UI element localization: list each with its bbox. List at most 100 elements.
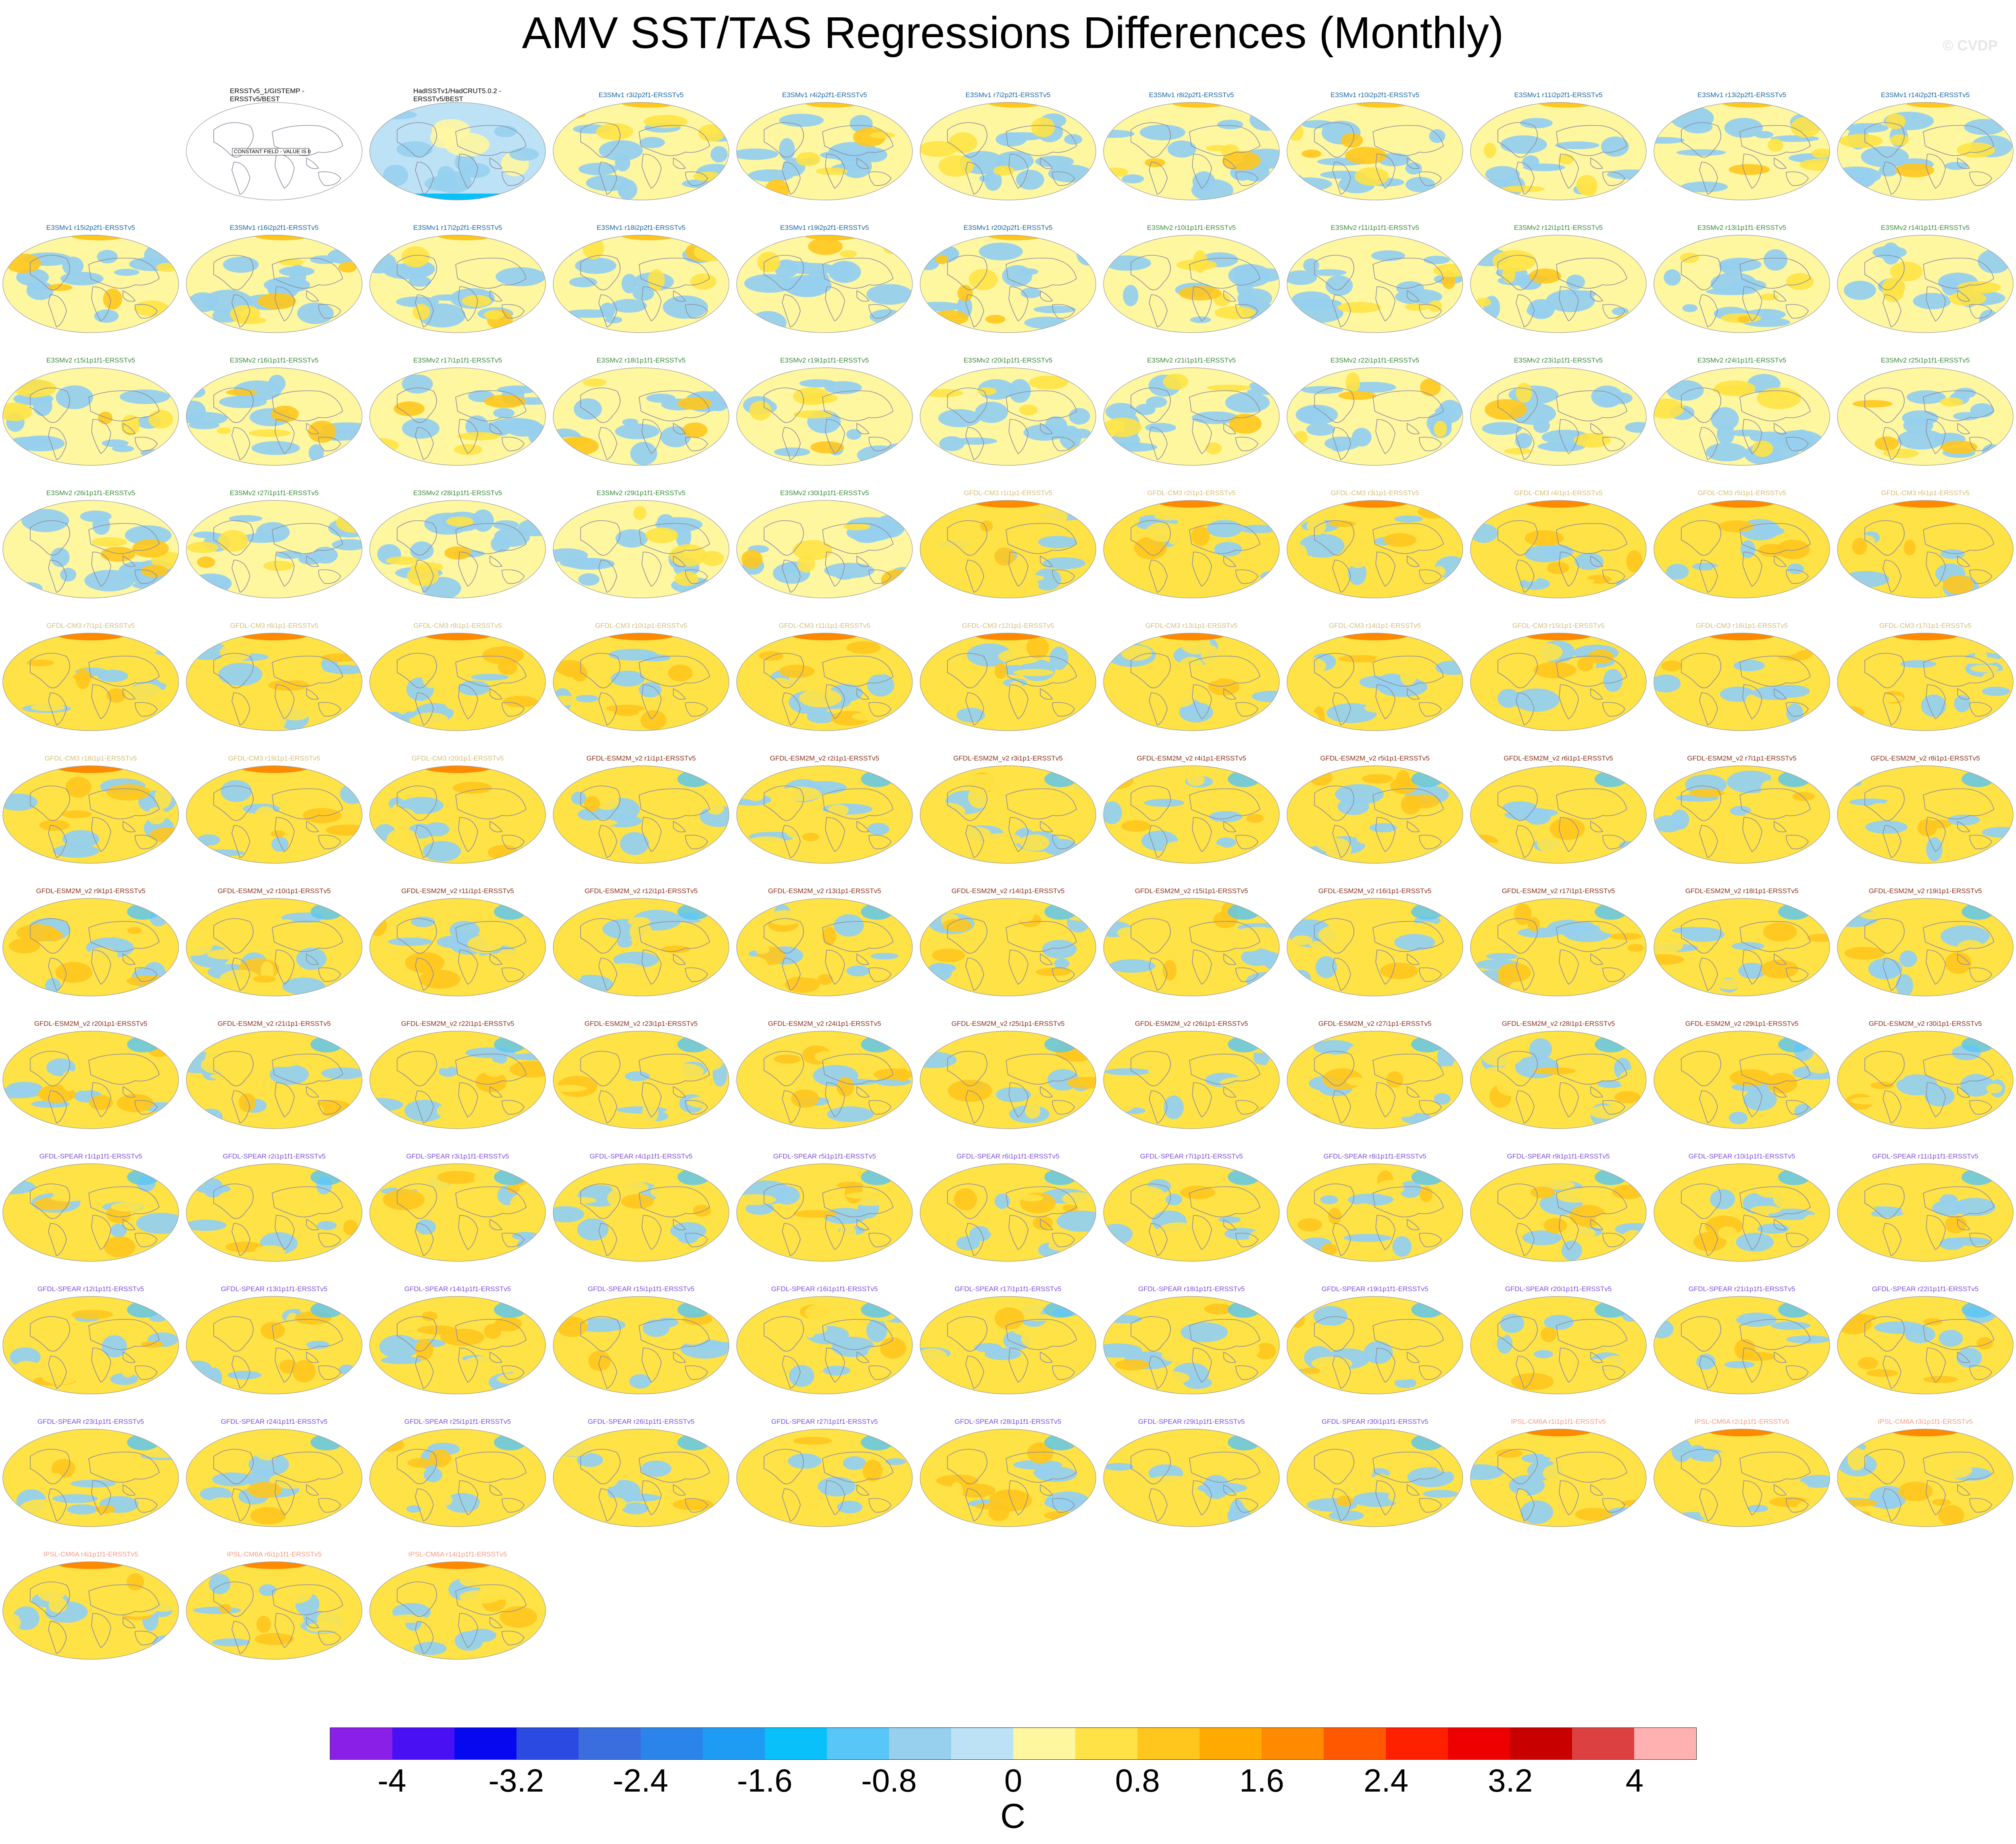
- map-plot: [2, 1429, 179, 1527]
- panel-title: E3SMv2 r22i1p1f1-ERSSTv5: [1330, 356, 1420, 364]
- panel-title: GFDL-ESM2M_v2 r3i1p1-ERSSTv5: [953, 754, 1063, 762]
- panel-title: GFDL-SPEAR r16i1p1f1-ERSSTv5: [771, 1285, 878, 1293]
- map-plot: [553, 102, 729, 200]
- map-plot: [186, 235, 362, 333]
- map-panel: E3SMv2 r18i1p1f1-ERSSTv5: [552, 356, 730, 470]
- panel-title: E3SMv2 r30i1p1f1-ERSSTv5: [780, 489, 869, 497]
- map-plot: [369, 1429, 546, 1527]
- panel-title: GFDL-SPEAR r17i1p1f1-ERSSTv5: [954, 1285, 1062, 1293]
- panel-title: GFDL-ESM2M_v2 r26i1p1-ERSSTv5: [1135, 1020, 1248, 1027]
- map-panel: GFDL-SPEAR r23i1p1f1-ERSSTv5: [2, 1418, 179, 1531]
- map-panel: GFDL-ESM2M_v2 r5i1p1-ERSSTv5: [1286, 754, 1464, 868]
- panel-title: E3SMv1 r11i2p2f1-ERSSTv5: [1514, 91, 1603, 99]
- map-plot: [369, 1163, 546, 1262]
- panel-title: GFDL-ESM2M_v2 r17i1p1-ERSSTv5: [1502, 887, 1615, 895]
- map-panel: GFDL-ESM2M_v2 r9i1p1-ERSSTv5: [2, 887, 179, 1000]
- map-panel: E3SMv1 r14i2p2f1-ERSSTv5: [1837, 91, 2014, 204]
- map-panel: E3SMv2 r25i1p1f1-ERSSTv5: [1837, 356, 2014, 470]
- panel-title: GFDL-SPEAR r9i1p1f1-ERSSTv5: [1507, 1152, 1610, 1160]
- map-plot: [1837, 1031, 2014, 1129]
- map-panel: GFDL-ESM2M_v2 r14i1p1-ERSSTv5: [919, 887, 1097, 1000]
- panel-title: GFDL-CM3 r5i1p1-ERSSTv5: [1697, 489, 1786, 497]
- map-panel: GFDL-SPEAR r28i1p1f1-ERSSTv5: [919, 1418, 1097, 1531]
- panel-title: GFDL-ESM2M_v2 r2i1p1-ERSSTv5: [770, 754, 879, 762]
- colorbar-swatch: [1572, 1728, 1634, 1759]
- map-panel: GFDL-ESM2M_v2 r2i1p1-ERSSTv5: [736, 754, 913, 868]
- map-plot: [369, 235, 546, 333]
- map-plot: [1470, 1429, 1647, 1527]
- panel-title: GFDL-CM3 r7i1p1-ERSSTv5: [46, 622, 135, 629]
- map-plot: [920, 765, 1096, 864]
- panel-title: GFDL-ESM2M_v2 r29i1p1-ERSSTv5: [1685, 1020, 1799, 1027]
- map-plot: [736, 765, 913, 864]
- map-plot: [2, 367, 179, 466]
- map-plot: [1103, 1296, 1280, 1394]
- map-panel: E3SMv2 r20i1p1f1-ERSSTv5: [919, 356, 1097, 470]
- map-panel: GFDL-SPEAR r4i1p1f1-ERSSTv5: [552, 1152, 730, 1266]
- panel-title: GFDL-SPEAR r1i1p1f1-ERSSTv5: [39, 1152, 142, 1160]
- panel-title: E3SMv2 r15i1p1f1-ERSSTv5: [46, 356, 135, 364]
- map-panel: GFDL-ESM2M_v2 r23i1p1-ERSSTv5: [552, 1020, 730, 1133]
- map-panel: GFDL-ESM2M_v2 r21i1p1-ERSSTv5: [185, 1020, 363, 1133]
- map-plot: [186, 367, 362, 466]
- panel-title: ERSSTv5_1/GISTEMP - ERSSTv5/BEST: [230, 87, 304, 103]
- map-panel: E3SMv2 r22i1p1f1-ERSSTv5: [1286, 356, 1464, 470]
- colorbar-swatch: [1634, 1728, 1696, 1759]
- map-panel: E3SMv2 r23i1p1f1-ERSSTv5: [1470, 356, 1647, 470]
- colorbar-swatch: [516, 1728, 579, 1759]
- map-panel: E3SMv2 r16i1p1f1-ERSSTv5: [185, 356, 363, 470]
- map-panel: GFDL-SPEAR r29i1p1f1-ERSSTv5: [1103, 1418, 1280, 1531]
- map-plot: [553, 367, 729, 466]
- map-plot: [186, 1429, 362, 1527]
- map-plot: [2, 1296, 179, 1394]
- map-plot: [736, 1296, 913, 1394]
- map-plot: [2, 633, 179, 731]
- colorbar-swatch: [1262, 1728, 1324, 1759]
- panel-title: IPSL-CM6A r2i1p1f1-ERSSTv5: [1694, 1418, 1789, 1425]
- panel-title: GFDL-ESM2M_v2 r15i1p1-ERSSTv5: [1135, 887, 1248, 895]
- map-panel: GFDL-SPEAR r18i1p1f1-ERSSTv5: [1103, 1285, 1280, 1398]
- map-plot: [736, 633, 913, 731]
- map-panel: E3SMv1 r20i2p2f1-ERSSTv5: [919, 224, 1097, 337]
- colorbar-swatch: [1324, 1728, 1386, 1759]
- map-panel: GFDL-ESM2M_v2 r17i1p1-ERSSTv5: [1470, 887, 1647, 1000]
- map-plot: [1287, 1031, 1463, 1129]
- map-plot: [369, 500, 546, 598]
- panel-title: GFDL-CM3 r8i1p1-ERSSTv5: [230, 622, 319, 629]
- map-panel: GFDL-ESM2M_v2 r10i1p1-ERSSTv5: [185, 887, 363, 1000]
- map-panel: GFDL-CM3 r16i1p1-ERSSTv5: [1653, 622, 1831, 735]
- map-plot: [553, 1429, 729, 1527]
- map-panel: GFDL-SPEAR r24i1p1f1-ERSSTv5: [185, 1418, 363, 1531]
- map-plot: [1287, 1163, 1463, 1262]
- map-panel: ERSSTv5_1/GISTEMP - ERSSTv5/BEST CONSTANT…: [185, 87, 363, 204]
- map-panel: IPSL-CM6A r14i1p1f1-ERSSTv5: [369, 1550, 546, 1664]
- map-plot: [1654, 500, 1830, 598]
- colorbar-tick-label: -2.4: [612, 1763, 669, 1798]
- panel-title: E3SMv1 r20i2p2f1-ERSSTv5: [963, 224, 1053, 231]
- panel-title: GFDL-ESM2M_v2 r14i1p1-ERSSTv5: [951, 887, 1065, 895]
- map-plot: [920, 102, 1096, 200]
- panel-title: E3SMv1 r15i2p2f1-ERSSTv5: [46, 224, 135, 231]
- panel-title: E3SMv2 r11i1p1f1-ERSSTv5: [1331, 224, 1419, 231]
- map-plot: [1837, 235, 2014, 333]
- map-panel: GFDL-ESM2M_v2 r18i1p1-ERSSTv5: [1653, 887, 1831, 1000]
- map-panel: GFDL-ESM2M_v2 r1i1p1-ERSSTv5: [552, 754, 730, 868]
- panel-title: GFDL-ESM2M_v2 r25i1p1-ERSSTv5: [951, 1020, 1065, 1027]
- panel-title: E3SMv1 r7i2p2f1-ERSSTv5: [965, 91, 1051, 99]
- map-plot: [1654, 1296, 1830, 1394]
- map-plot: [553, 1031, 729, 1129]
- colorbar-swatch: [827, 1728, 889, 1759]
- panel-title: GFDL-SPEAR r19i1p1f1-ERSSTv5: [1321, 1285, 1429, 1293]
- map-plot: [736, 1163, 913, 1262]
- map-panel: GFDL-SPEAR r11i1p1f1-ERSSTv5: [1837, 1152, 2014, 1266]
- map-plot: [920, 1163, 1096, 1262]
- map-plot: [1470, 500, 1647, 598]
- colorbar-swatch: [1200, 1728, 1262, 1759]
- panel-title: GFDL-CM3 r12i1p1-ERSSTv5: [962, 622, 1054, 629]
- map-panel: GFDL-CM3 r6i1p1-ERSSTv5: [1837, 489, 2014, 602]
- map-panel: GFDL-ESM2M_v2 r19i1p1-ERSSTv5: [1837, 887, 2014, 1000]
- map-panel: GFDL-SPEAR r13i1p1f1-ERSSTv5: [185, 1285, 363, 1398]
- map-panel: GFDL-CM3 r8i1p1-ERSSTv5: [185, 622, 363, 735]
- map-plot: [1103, 367, 1280, 466]
- map-plot: [736, 235, 913, 333]
